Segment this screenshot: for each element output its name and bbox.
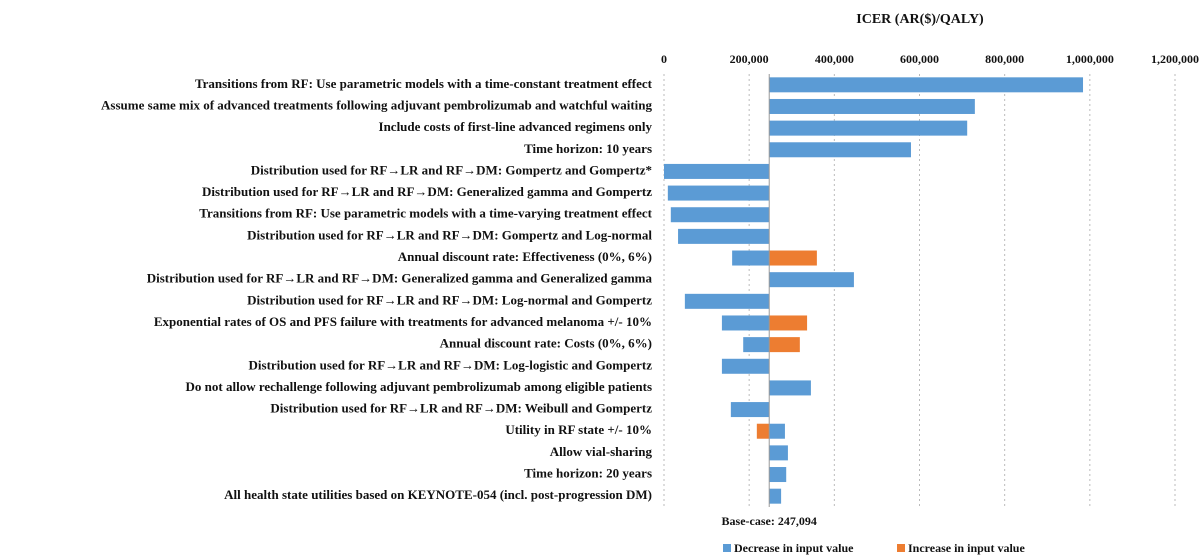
- x-tick-label: 800,000: [985, 52, 1024, 66]
- chart-title: ICER (AR($)/QALY): [856, 12, 984, 27]
- category-label: Distribution used for RF→LR and RF→DM: L…: [247, 292, 652, 307]
- category-label: Distribution used for RF→LR and RF→DM: G…: [147, 271, 653, 286]
- bar: [664, 163, 770, 179]
- bar: [769, 488, 782, 504]
- category-label: Utility in RF state +/- 10%: [505, 422, 652, 437]
- bar: [769, 467, 787, 483]
- category-label: Distribution used for RF→LR and RF→DM: L…: [249, 357, 653, 372]
- category-label: Distribution used for RF→LR and RF→DM: G…: [247, 227, 652, 242]
- bar: [769, 337, 800, 353]
- legend-label: Increase in input value: [908, 541, 1025, 555]
- x-tick-label: 400,000: [815, 52, 854, 66]
- bar: [769, 380, 811, 396]
- category-label: Allow vial-sharing: [550, 444, 653, 459]
- category-label: Exponential rates of OS and PFS failure …: [154, 314, 652, 329]
- category-label: Transitions from RF: Use parametric mode…: [195, 76, 653, 91]
- bar: [769, 423, 785, 439]
- legend-label: Decrease in input value: [734, 541, 854, 555]
- bar: [684, 293, 770, 309]
- base-case-label: Base-case: 247,094: [722, 514, 817, 528]
- category-label: Time horizon: 20 years: [524, 466, 652, 481]
- category-label: Annual discount rate: Effectiveness (0%,…: [398, 249, 652, 264]
- category-label: Distribution used for RF→LR and RF→DM: G…: [202, 184, 652, 199]
- legend-swatch: [723, 544, 731, 552]
- x-tick-label: 0: [661, 52, 667, 66]
- bar: [769, 315, 808, 331]
- bar: [678, 228, 770, 244]
- category-label: Time horizon: 10 years: [524, 141, 652, 156]
- category-label: All health state utilities based on KEYN…: [224, 487, 652, 502]
- x-tick-label: 200,000: [730, 52, 769, 66]
- bar: [769, 250, 817, 266]
- category-label: Transitions from RF: Use parametric mode…: [199, 206, 652, 221]
- bar: [667, 185, 770, 201]
- x-tick-label: 1,200,000: [1151, 52, 1199, 66]
- bar: [721, 358, 770, 374]
- bar: [769, 142, 911, 158]
- x-tick-label: 600,000: [900, 52, 939, 66]
- bar: [756, 423, 770, 439]
- category-label: Do not allow rechallenge following adjuv…: [186, 379, 652, 394]
- legend-swatch: [897, 544, 905, 552]
- category-label: Include costs of first-line advanced reg…: [379, 119, 653, 134]
- category-label: Assume same mix of advanced treatments f…: [101, 97, 652, 112]
- category-label: Distribution used for RF→LR and RF→DM: G…: [251, 162, 652, 177]
- category-label: Annual discount rate: Costs (0%, 6%): [440, 336, 652, 351]
- x-tick-label: 1,000,000: [1066, 52, 1114, 66]
- bar: [769, 445, 788, 461]
- bar: [769, 77, 1084, 93]
- bar: [670, 207, 770, 223]
- category-label: Distribution used for RF→LR and RF→DM: W…: [270, 401, 652, 416]
- bar: [769, 120, 968, 136]
- bar: [721, 315, 770, 331]
- bar: [769, 98, 975, 114]
- bar: [730, 402, 770, 418]
- bar: [743, 337, 770, 353]
- bar: [769, 272, 854, 288]
- bar: [732, 250, 770, 266]
